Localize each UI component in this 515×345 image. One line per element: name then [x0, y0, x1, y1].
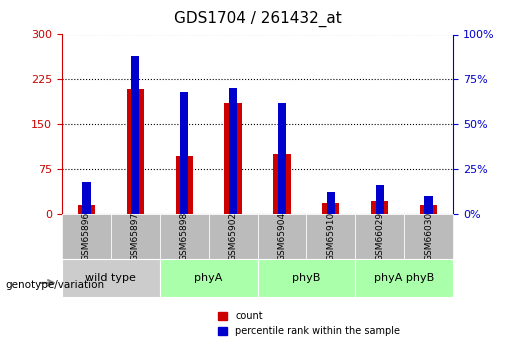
FancyBboxPatch shape	[62, 259, 160, 297]
Text: GSM65910: GSM65910	[327, 212, 335, 261]
FancyBboxPatch shape	[355, 214, 404, 259]
FancyBboxPatch shape	[355, 259, 453, 297]
Text: GSM65902: GSM65902	[229, 212, 237, 261]
FancyBboxPatch shape	[404, 214, 453, 259]
FancyBboxPatch shape	[209, 214, 258, 259]
Text: GSM65904: GSM65904	[278, 212, 286, 261]
Bar	[371, 201, 388, 214]
Bar	[82, 181, 91, 214]
Text: GSM66029: GSM66029	[375, 212, 384, 261]
Bar	[225, 103, 242, 214]
Bar	[127, 89, 144, 214]
Bar	[78, 205, 95, 214]
Text: GSM65897: GSM65897	[131, 212, 140, 261]
Bar	[229, 88, 237, 214]
Bar	[180, 92, 188, 214]
Bar	[424, 196, 433, 214]
FancyBboxPatch shape	[160, 259, 258, 297]
Bar	[420, 205, 437, 214]
Text: phyA phyB: phyA phyB	[374, 273, 434, 283]
Bar	[176, 156, 193, 214]
FancyBboxPatch shape	[258, 259, 355, 297]
Bar	[322, 203, 339, 214]
Text: wild type: wild type	[85, 273, 136, 283]
FancyBboxPatch shape	[306, 214, 355, 259]
FancyBboxPatch shape	[160, 214, 209, 259]
Text: phyB: phyB	[292, 273, 321, 283]
Text: GSM66030: GSM66030	[424, 212, 433, 261]
Bar	[278, 103, 286, 214]
FancyBboxPatch shape	[258, 214, 306, 259]
Text: GSM65898: GSM65898	[180, 212, 188, 261]
Text: GDS1704 / 261432_at: GDS1704 / 261432_at	[174, 10, 341, 27]
FancyBboxPatch shape	[62, 214, 111, 259]
Bar	[375, 185, 384, 214]
Bar	[131, 56, 140, 214]
Legend: count, percentile rank within the sample: count, percentile rank within the sample	[214, 307, 404, 340]
FancyBboxPatch shape	[111, 214, 160, 259]
Bar	[273, 154, 290, 214]
Text: genotype/variation: genotype/variation	[5, 280, 104, 289]
Text: phyA: phyA	[194, 273, 223, 283]
Text: GSM65896: GSM65896	[82, 212, 91, 261]
Bar	[327, 193, 335, 214]
